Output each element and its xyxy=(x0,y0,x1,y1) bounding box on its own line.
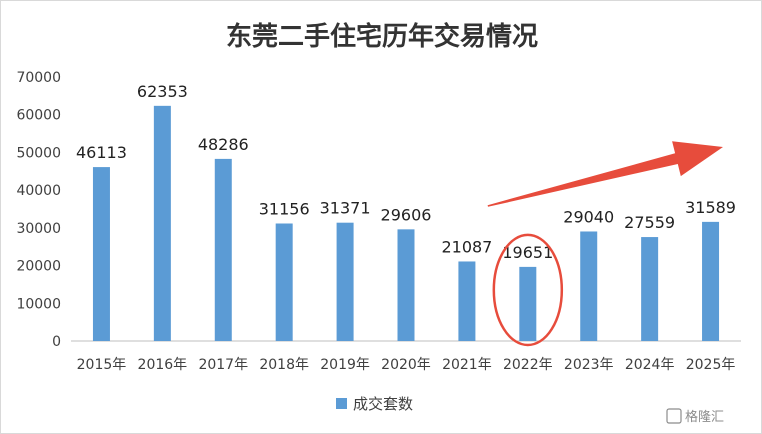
watermark: 格隆汇 xyxy=(666,408,724,425)
x-tick-label: 2021年 xyxy=(442,357,492,373)
chart-title: 东莞二手住宅历年交易情况 xyxy=(226,21,538,52)
legend-label: 成交套数 xyxy=(353,395,413,413)
y-tick-label: 0 xyxy=(52,334,61,350)
y-tick-label: 60000 xyxy=(16,108,61,124)
data-label: 46113 xyxy=(76,143,127,162)
x-tick-label: 2018年 xyxy=(259,357,309,373)
y-axis: 0 10000 20000 30000 40000 50000 60000 70000 xyxy=(16,70,61,350)
y-tick-label: 70000 xyxy=(16,70,61,86)
bar xyxy=(580,231,598,341)
highlight-circle xyxy=(492,233,564,347)
x-tick-label: 2020年 xyxy=(381,357,431,373)
x-tick-label: 2019年 xyxy=(320,357,370,373)
y-tick-label: 10000 xyxy=(16,296,61,312)
data-label: 19651 xyxy=(502,243,553,262)
bar xyxy=(275,223,293,341)
watermark-text: 格隆汇 xyxy=(685,409,724,425)
legend-swatch xyxy=(336,398,347,409)
data-label: 62353 xyxy=(137,82,188,101)
x-tick-label: 2017年 xyxy=(198,357,248,373)
bar xyxy=(153,105,171,341)
value-labels-group: 46113 62353 48286 31156 31371 29606 21087 19651… xyxy=(76,82,736,262)
bar xyxy=(458,261,476,341)
y-tick-label: 20000 xyxy=(16,259,61,275)
data-label: 21087 xyxy=(441,237,492,256)
x-tick-label: 2023年 xyxy=(564,357,614,373)
trend-arrow xyxy=(487,141,723,207)
bar xyxy=(214,158,232,341)
x-axis-labels: 2015年 2016年 2017年 2018年 2019年 2020年 2021年 2022年… xyxy=(77,357,736,373)
bar xyxy=(397,229,415,341)
watermark-logo-icon xyxy=(666,408,682,424)
data-label: 29606 xyxy=(381,205,432,224)
bar xyxy=(92,167,110,341)
bar xyxy=(702,221,720,341)
x-tick-label: 2024年 xyxy=(625,357,675,373)
data-label: 27559 xyxy=(624,213,675,232)
data-label: 31589 xyxy=(685,198,736,217)
data-label: 29040 xyxy=(563,207,614,226)
data-label: 31371 xyxy=(320,199,371,218)
y-tick-label: 30000 xyxy=(16,221,61,237)
legend: 成交套数 xyxy=(336,395,413,413)
annotations xyxy=(487,141,723,347)
bar xyxy=(336,222,354,341)
x-tick-label: 2025年 xyxy=(686,357,736,373)
data-label: 31156 xyxy=(259,199,310,218)
y-tick-label: 50000 xyxy=(16,145,61,161)
bars-group xyxy=(92,105,720,341)
x-tick-label: 2015年 xyxy=(77,357,127,373)
bar xyxy=(519,266,537,341)
x-tick-label: 2016年 xyxy=(138,357,188,373)
x-tick-label: 2022年 xyxy=(503,357,553,373)
bar xyxy=(641,237,659,341)
data-label: 48286 xyxy=(198,135,249,154)
y-tick-label: 40000 xyxy=(16,183,61,199)
